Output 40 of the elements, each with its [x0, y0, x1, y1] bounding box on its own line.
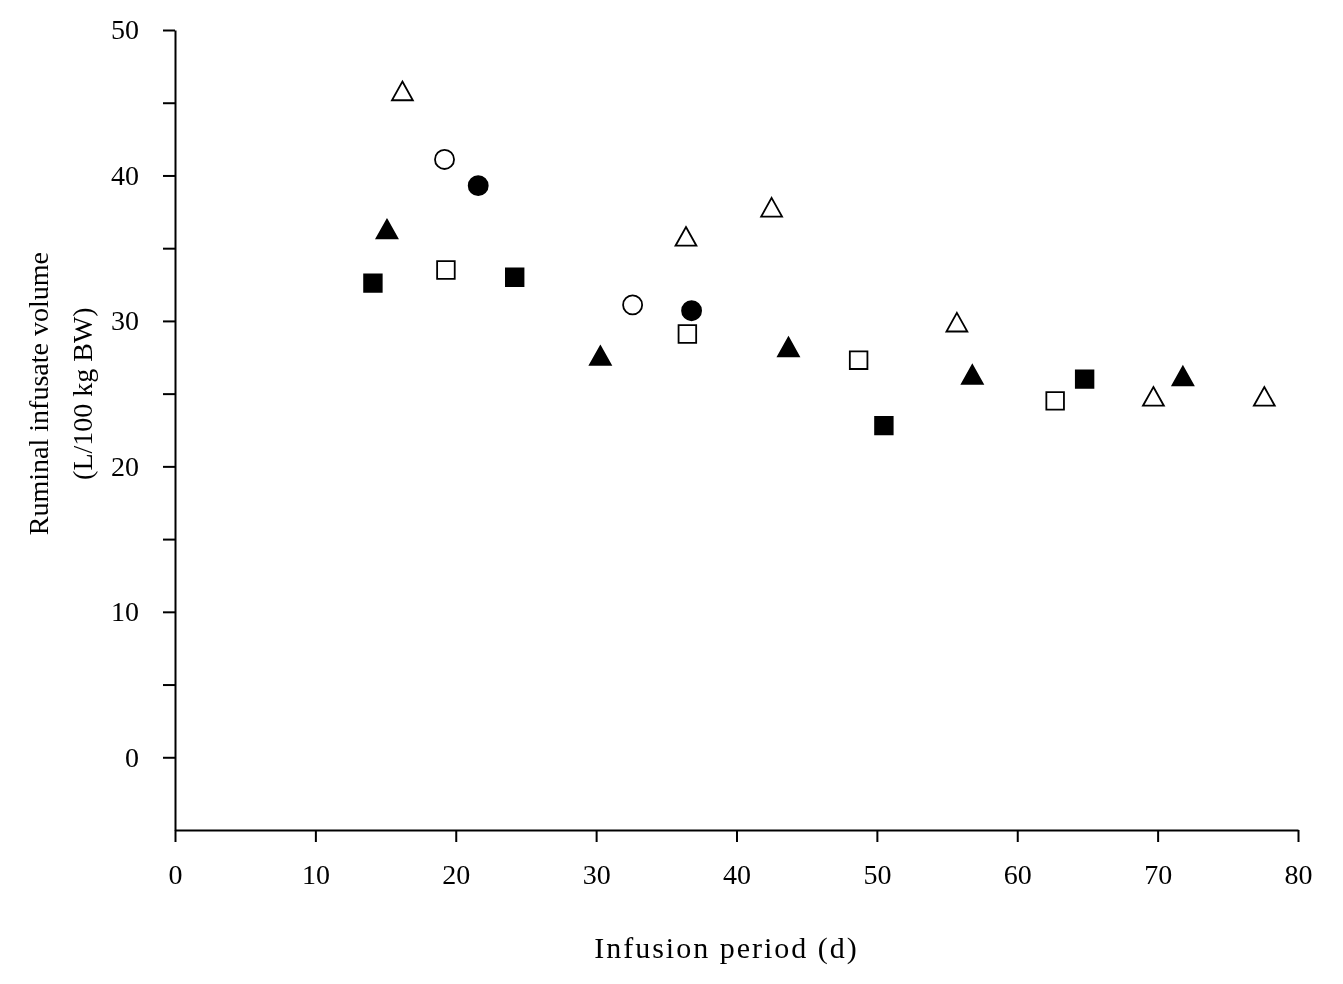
point	[467, 175, 489, 197]
point	[436, 260, 456, 280]
point	[777, 336, 800, 358]
point	[960, 364, 984, 385]
x-tick-label: 70	[1144, 858, 1173, 890]
x-tick-label: 0	[168, 858, 183, 890]
point	[674, 226, 698, 247]
point	[588, 345, 612, 366]
x-tick-label: 20	[442, 858, 471, 890]
point	[874, 415, 894, 436]
y-axis-title: Ruminal infusate volume (L/100 kg BW)	[23, 252, 98, 536]
point	[760, 197, 783, 218]
x-tick-label: 80	[1284, 858, 1313, 890]
y-tick-label: 30	[111, 305, 139, 337]
point	[1142, 386, 1165, 407]
x-tick-label: 60	[1003, 858, 1032, 890]
y-tick-label: 0	[125, 741, 139, 773]
point	[677, 324, 698, 344]
x-tick-label: 10	[301, 858, 330, 890]
x-axis-title: Infusion period (d)	[594, 931, 859, 965]
point	[391, 80, 414, 102]
point	[375, 218, 399, 240]
point	[505, 267, 525, 287]
point	[945, 311, 969, 333]
y-tick-label: 20	[111, 450, 139, 482]
point	[622, 294, 644, 316]
y-tick-label: 50	[111, 14, 139, 46]
point	[681, 300, 703, 322]
point	[1171, 365, 1195, 387]
x-tick-label: 50	[863, 858, 892, 890]
point	[848, 350, 869, 370]
x-tick-label: 40	[723, 858, 751, 890]
y-tick-label: 10	[111, 596, 139, 628]
point	[363, 273, 383, 293]
x-tick-label: 30	[582, 858, 611, 890]
y-tick-label: 40	[111, 159, 139, 191]
point	[1252, 386, 1276, 407]
point	[1045, 391, 1065, 411]
point	[434, 149, 455, 170]
point	[1074, 369, 1095, 389]
